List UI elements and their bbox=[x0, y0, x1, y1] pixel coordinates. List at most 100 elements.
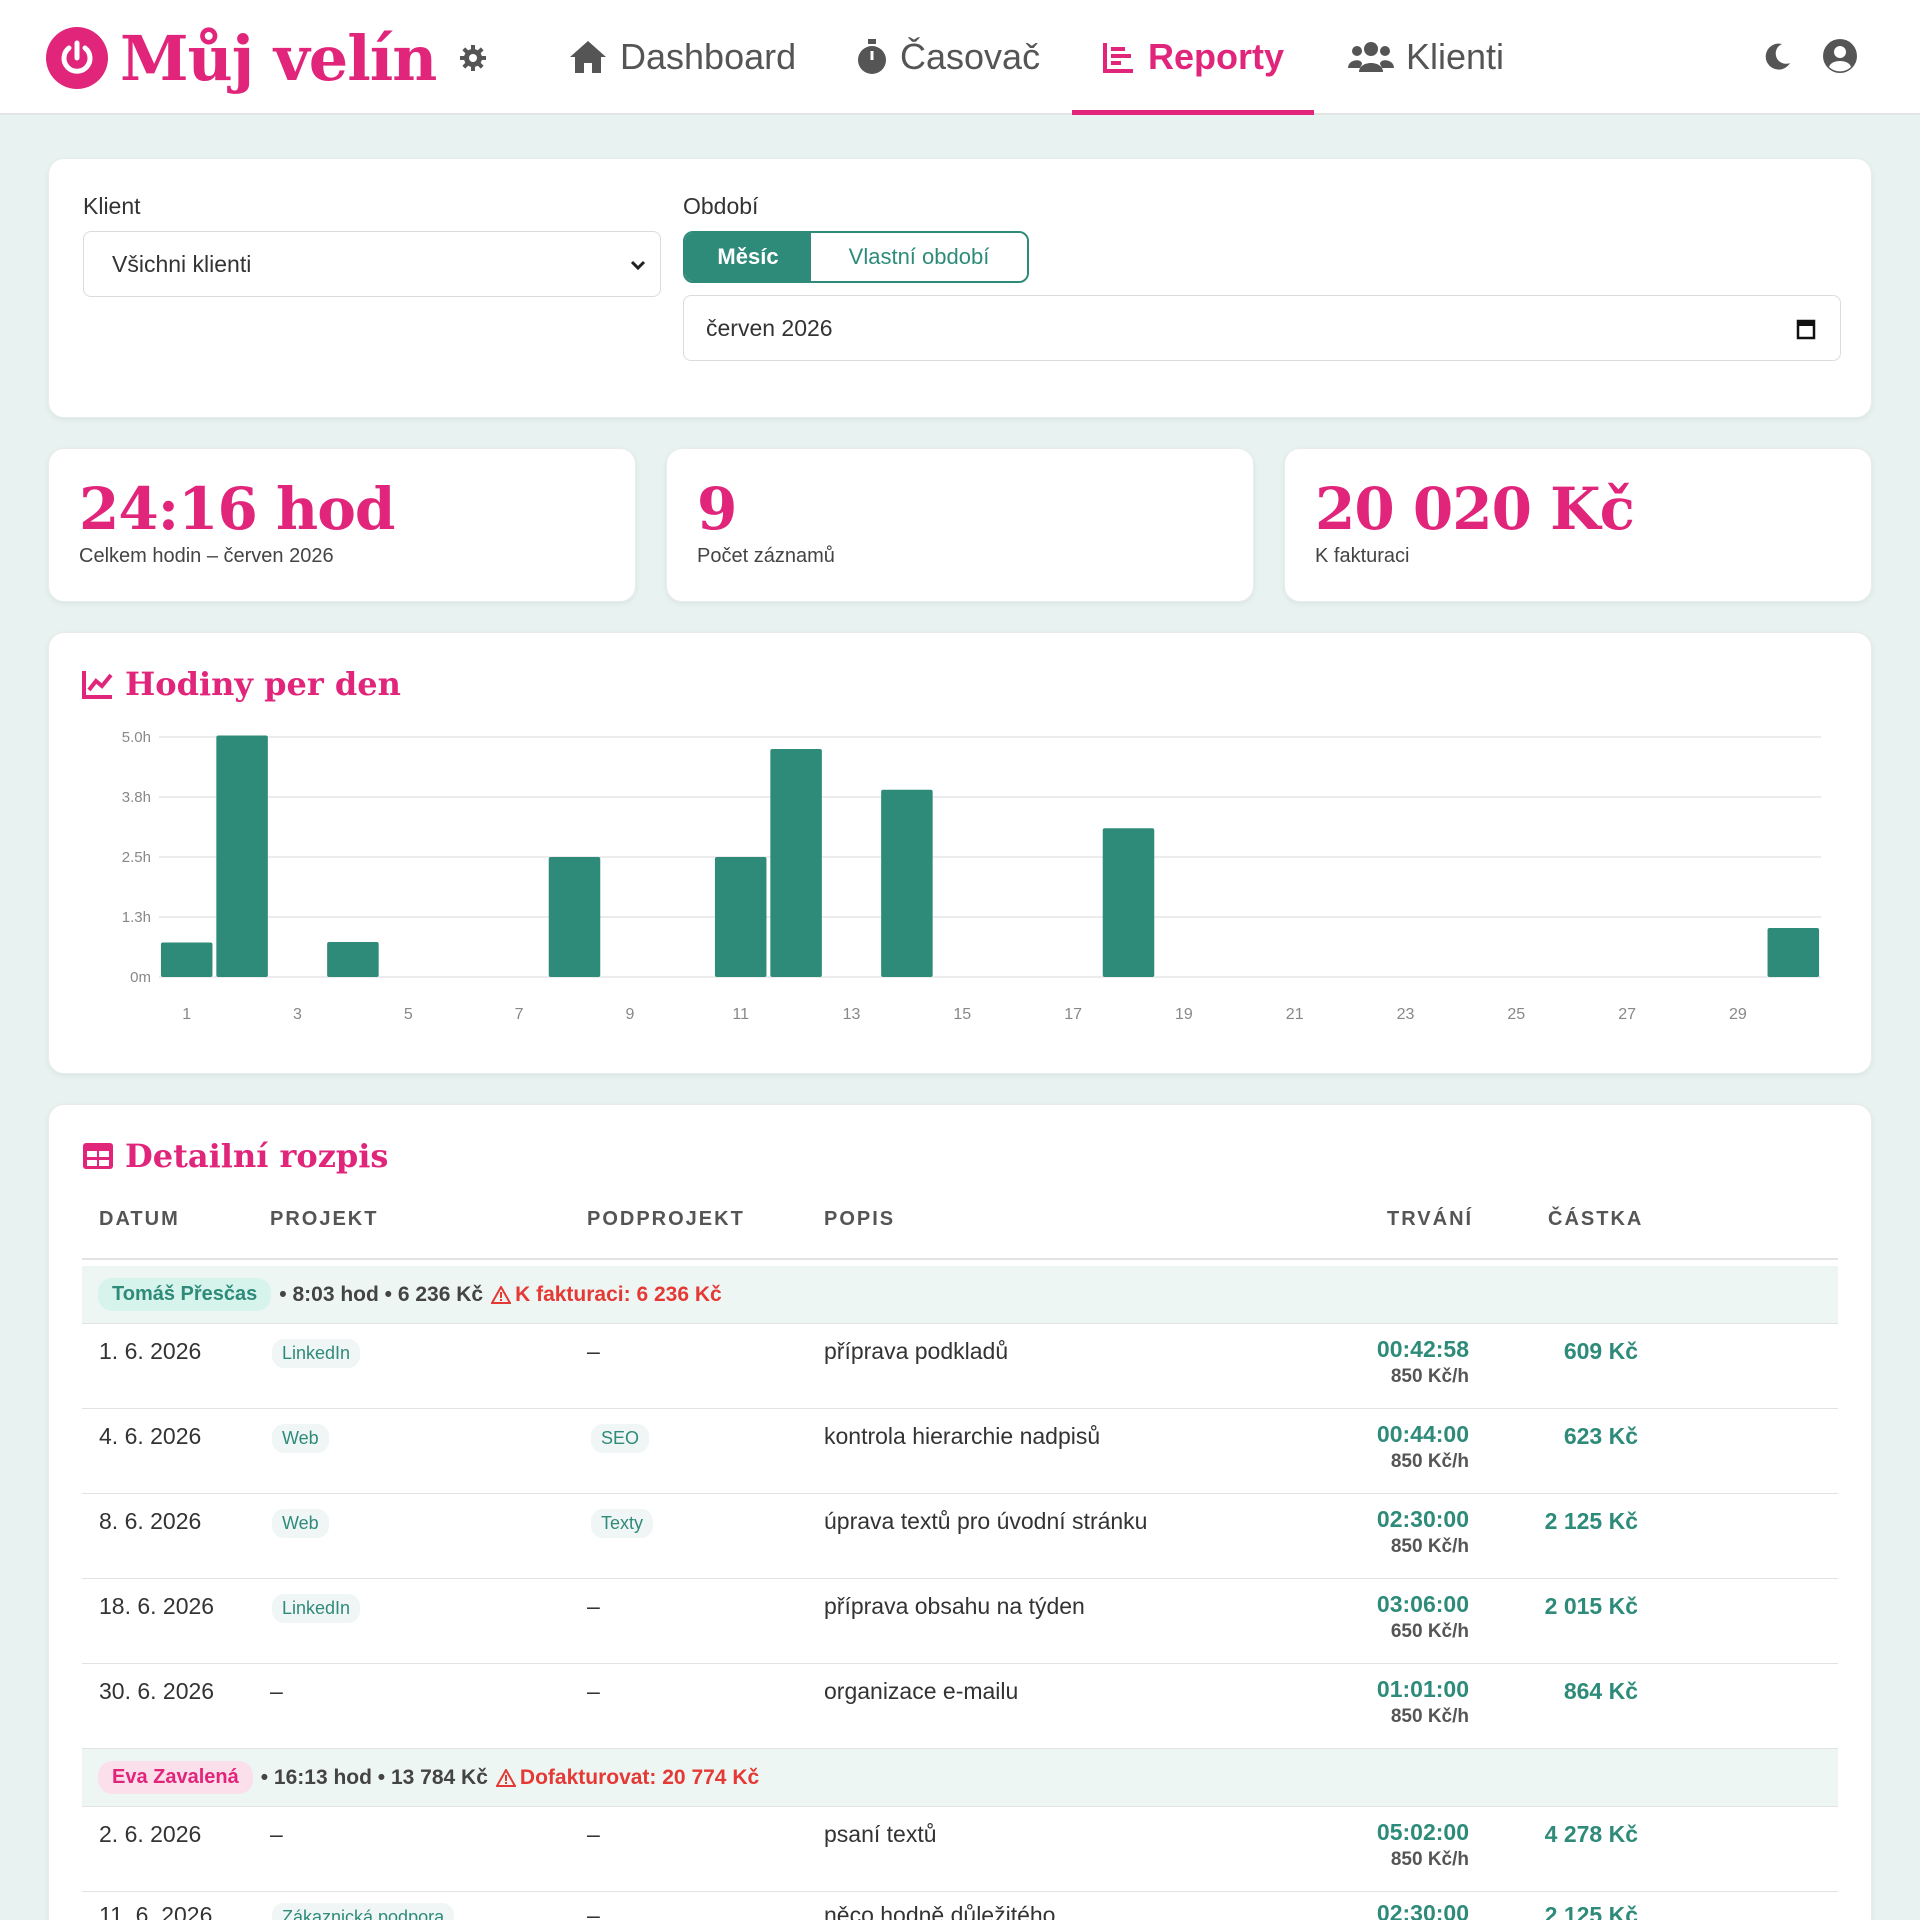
col-header-project[interactable]: PROJEKT bbox=[270, 1208, 379, 1230]
bar-day-8[interactable] bbox=[548, 857, 601, 977]
row-date: 2. 6. 2026 bbox=[99, 1821, 202, 1847]
group-warning-text: Dofakturovat: 20 774 Kč bbox=[519, 1765, 760, 1789]
client-select[interactable]: Všichni klienti bbox=[83, 231, 661, 297]
col-header-description[interactable]: POPIS bbox=[824, 1208, 896, 1230]
row-duration: 01:01:00 bbox=[1376, 1676, 1469, 1702]
bar-day-2[interactable] bbox=[216, 735, 268, 977]
row-date: 30. 6. 2026 bbox=[99, 1678, 215, 1704]
bar-day-1[interactable] bbox=[160, 942, 213, 977]
row-rate: 850 Kč/h bbox=[1390, 1706, 1469, 1727]
warning-icon bbox=[495, 1768, 516, 1787]
bar-day-18[interactable] bbox=[1102, 828, 1155, 977]
app-title: Můj velín bbox=[120, 21, 437, 95]
project-tag[interactable]: Web bbox=[272, 1424, 329, 1453]
table-row[interactable]: 1. 6. 2026 LinkedIn – příprava podkladů … bbox=[82, 1324, 1838, 1409]
client-name-badge[interactable]: Eva Zavalená bbox=[98, 1761, 253, 1794]
x-tick-label: 11 bbox=[732, 1006, 749, 1023]
bar-day-11[interactable] bbox=[714, 857, 767, 977]
row-amount: 609 Kč bbox=[1563, 1338, 1638, 1364]
total-hours-value: 24:16 hod bbox=[79, 475, 395, 543]
row-duration: 00:44:00 bbox=[1376, 1421, 1469, 1447]
x-tick-label: 21 bbox=[1286, 1006, 1304, 1023]
row-date: 18. 6. 2026 bbox=[99, 1593, 215, 1619]
period-custom-button[interactable]: Vlastní období bbox=[811, 233, 1027, 281]
user-avatar-icon[interactable] bbox=[1822, 38, 1858, 74]
nav-clients[interactable]: Klienti bbox=[1348, 0, 1504, 113]
nav-timer[interactable]: Časovač bbox=[856, 0, 1040, 113]
col-header-amount[interactable]: ČÁSTKA bbox=[1548, 1208, 1644, 1230]
month-input[interactable]: červen 2026 bbox=[683, 295, 1841, 361]
table-row[interactable]: 2. 6. 2026 – – psaní textů 05:02:00 850 … bbox=[82, 1807, 1838, 1892]
row-date: 4. 6. 2026 bbox=[99, 1423, 202, 1449]
project-tag[interactable]: LinkedIn bbox=[272, 1594, 361, 1623]
project-tag[interactable]: Zákaznická podpora bbox=[272, 1903, 455, 1920]
bar-day-30[interactable] bbox=[1767, 928, 1820, 977]
row-description: psaní textů bbox=[824, 1821, 937, 1847]
row-amount: 2 125 Kč bbox=[1544, 1508, 1638, 1534]
table-title-text: Detailní rozpis bbox=[125, 1137, 389, 1175]
nav-dashboard-label: Dashboard bbox=[620, 35, 797, 77]
subproject-tag[interactable]: Texty bbox=[591, 1509, 654, 1538]
row-description: kontrola hierarchie nadpisů bbox=[824, 1423, 1101, 1449]
row-rate: 650 Kč/h bbox=[1390, 1621, 1469, 1642]
row-rate: 850 Kč/h bbox=[1390, 1451, 1469, 1472]
brand[interactable]: Můj velín bbox=[46, 18, 488, 98]
row-description: úprava textů pro úvodní stránku bbox=[824, 1508, 1148, 1534]
row-description: příprava podkladů bbox=[824, 1338, 1009, 1364]
project-tag[interactable]: Web bbox=[272, 1509, 329, 1538]
moon-icon[interactable] bbox=[1760, 38, 1796, 74]
y-tick-label: 2.5h bbox=[122, 849, 151, 866]
power-icon bbox=[46, 27, 108, 89]
col-header-subproject[interactable]: PODPROJEKT bbox=[587, 1208, 745, 1230]
bar-day-14[interactable] bbox=[881, 789, 933, 977]
table-row[interactable]: 30. 6. 2026 – – organizace e-mailu 01:01… bbox=[82, 1664, 1838, 1749]
table-row[interactable]: 4. 6. 2026 Web SEO kontrola hierarchie n… bbox=[82, 1409, 1838, 1494]
table-row[interactable]: 8. 6. 2026 Web Texty úprava textů pro úv… bbox=[82, 1494, 1838, 1579]
navbar: Můj velín Dashboard Časovač bbox=[0, 0, 1920, 115]
table-row[interactable]: 11. 6. 2026 Zákaznická podpora – něco ho… bbox=[82, 1892, 1838, 1920]
row-duration: 00:42:58 bbox=[1376, 1336, 1469, 1362]
table-card-title: Detailní rozpis bbox=[81, 1137, 388, 1175]
group-warning: Dofakturovat: 20 774 Kč bbox=[495, 1765, 760, 1790]
x-tick-label: 23 bbox=[1397, 1006, 1415, 1023]
row-duration: 02:30:00 bbox=[1376, 1506, 1469, 1532]
x-tick-label: 17 bbox=[1064, 1006, 1082, 1023]
row-subproject: – bbox=[587, 1821, 600, 1847]
row-description: příprava obsahu na týden bbox=[824, 1593, 1085, 1619]
period-label: Období bbox=[683, 193, 759, 219]
row-subproject: – bbox=[587, 1678, 600, 1704]
col-header-duration[interactable]: TRVÁNÍ bbox=[1387, 1208, 1474, 1230]
bar-day-4[interactable] bbox=[327, 941, 379, 977]
month-input-value: červen 2026 bbox=[706, 314, 833, 341]
nav-dashboard[interactable]: Dashboard bbox=[568, 0, 796, 113]
row-amount: 4 278 Kč bbox=[1544, 1821, 1638, 1847]
col-header-date[interactable]: DATUM bbox=[99, 1208, 180, 1230]
client-select-value: Všichni klienti bbox=[112, 250, 252, 277]
project-tag[interactable]: LinkedIn bbox=[272, 1339, 361, 1368]
y-tick-label: 3.8h bbox=[122, 789, 151, 806]
subproject-tag[interactable]: SEO bbox=[591, 1424, 650, 1453]
gear-icon[interactable] bbox=[458, 43, 488, 73]
row-subproject: – bbox=[587, 1593, 600, 1619]
stat-card-records: 9 Počet záznamů bbox=[666, 448, 1254, 602]
client-group-header: Tomáš Přesčas • 8:03 hod • 6 236 Kč K fa… bbox=[82, 1266, 1838, 1324]
chart-title-text: Hodiny per den bbox=[125, 665, 401, 703]
client-label: Klient bbox=[83, 193, 141, 219]
bar-day-12[interactable] bbox=[770, 749, 822, 977]
period-month-button[interactable]: Měsíc bbox=[685, 233, 811, 281]
client-name-badge[interactable]: Tomáš Přesčas bbox=[98, 1278, 272, 1311]
y-tick-label: 0m bbox=[130, 969, 151, 986]
client-group-header: Eva Zavalená • 16:13 hod • 13 784 Kč Dof… bbox=[82, 1749, 1838, 1807]
stat-card-invoice: 20 020 Kč K fakturaci bbox=[1284, 448, 1872, 602]
group-warning: K fakturaci: 6 236 Kč bbox=[491, 1283, 722, 1307]
warning-icon bbox=[491, 1285, 512, 1304]
x-tick-label: 13 bbox=[843, 1006, 861, 1023]
table-row[interactable]: 18. 6. 2026 LinkedIn – příprava obsahu n… bbox=[82, 1579, 1838, 1664]
x-tick-label: 1 bbox=[182, 1006, 191, 1023]
hours-per-day-chart: 0m1.3h2.5h3.8h5.0h1 3 5 7 9 11 13 15 17 19 21 23 25 2… bbox=[122, 729, 1821, 1023]
x-tick-label: 5 bbox=[404, 1006, 413, 1023]
nav-reports[interactable]: Reporty bbox=[1072, 0, 1315, 115]
row-duration: 02:30:00 bbox=[1376, 1900, 1469, 1920]
calendar-icon[interactable] bbox=[1796, 318, 1816, 346]
x-tick-label: 29 bbox=[1729, 1006, 1747, 1023]
